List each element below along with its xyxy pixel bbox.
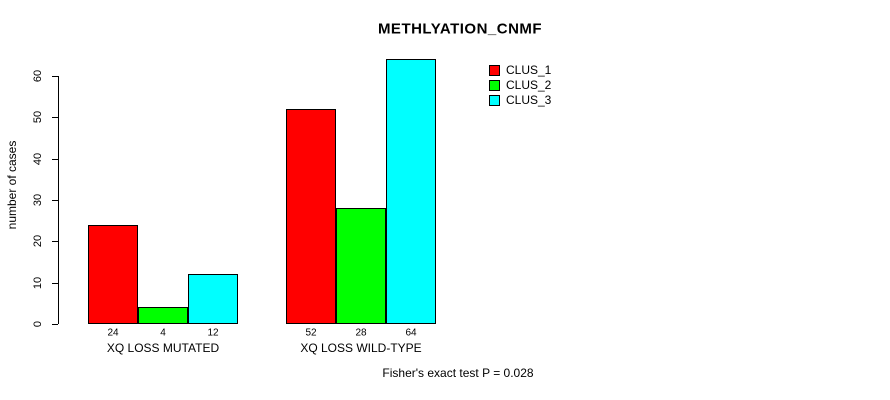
legend-item: CLUS_3	[489, 93, 551, 108]
legend-swatch-icon	[489, 80, 500, 91]
y-tick-label: 20	[32, 235, 44, 248]
y-tick	[52, 324, 58, 325]
legend-item: CLUS_1	[489, 63, 551, 78]
bar-value-label: 4	[160, 327, 166, 339]
x-group-label: XQ LOSS WILD-TYPE	[300, 341, 422, 355]
y-tick-label: 40	[32, 152, 44, 165]
y-tick	[52, 200, 58, 201]
bar-value-label: 12	[207, 327, 219, 339]
chart-title: METHLYATION_CNMF	[377, 20, 543, 38]
legend-item: CLUS_2	[489, 78, 551, 93]
legend: CLUS_1 CLUS_2 CLUS_3	[489, 63, 551, 108]
y-tick-label: 10	[32, 276, 44, 289]
y-tick-label: 50	[32, 111, 44, 124]
legend-label: CLUS_3	[506, 93, 552, 107]
bar-clus_1	[88, 225, 138, 324]
bar-clus_3	[188, 274, 238, 324]
x-group-label: XQ LOSS MUTATED	[106, 341, 220, 355]
bar-value-label: 24	[107, 327, 119, 339]
y-tick	[52, 158, 58, 160]
legend-label: CLUS_1	[506, 63, 552, 77]
y-tick-label: 60	[32, 69, 44, 83]
legend-swatch-icon	[489, 65, 500, 76]
bar-clus_2	[138, 307, 188, 324]
y-tick-label: 0	[32, 320, 44, 328]
y-axis-line	[58, 76, 59, 324]
bar-value-label: 52	[305, 327, 317, 339]
bar-clus_3	[386, 59, 436, 324]
y-tick-label: 30	[32, 193, 44, 207]
y-tick	[52, 76, 58, 77]
y-tick	[52, 241, 58, 243]
fisher-test-caption: Fisher's exact test P = 0.028	[382, 366, 534, 380]
y-tick	[52, 282, 58, 284]
bar-value-label: 28	[355, 327, 367, 339]
bar-value-label: 64	[405, 327, 417, 339]
bar-clus_1	[286, 109, 336, 324]
y-axis-title: number of cases	[5, 140, 19, 230]
y-tick	[52, 117, 58, 119]
legend-swatch-icon	[489, 95, 500, 106]
bar-clus_2	[336, 208, 386, 324]
legend-label: CLUS_2	[506, 78, 552, 92]
